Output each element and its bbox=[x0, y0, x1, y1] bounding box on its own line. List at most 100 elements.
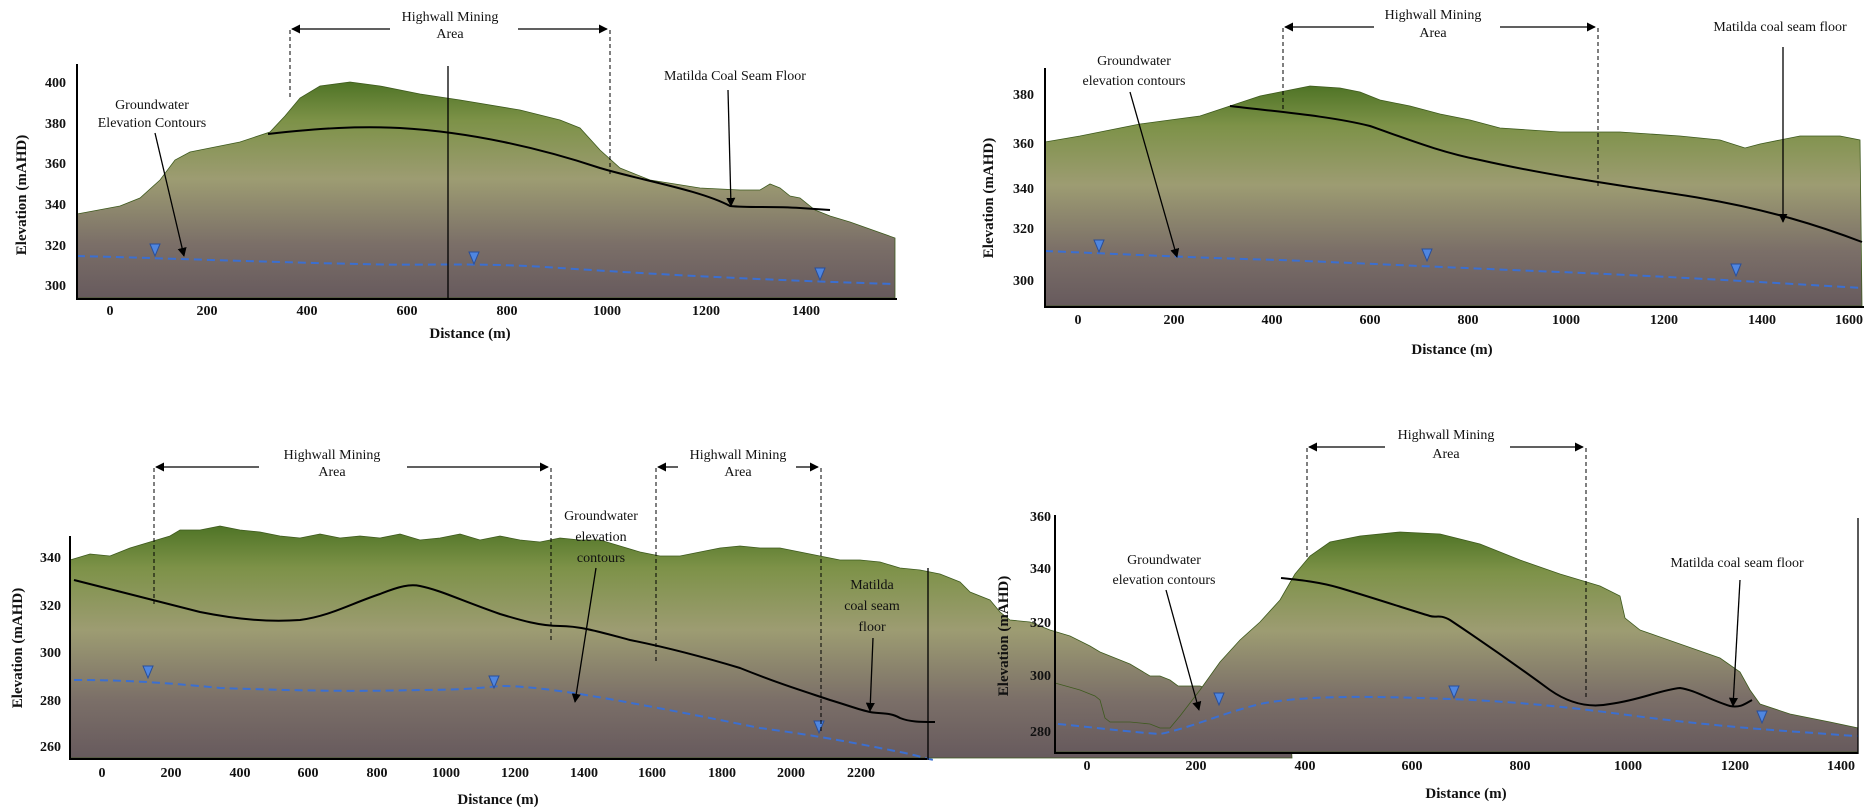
x-tick-label: 1600 bbox=[638, 766, 666, 781]
x-tick-label: 1600 bbox=[1835, 313, 1863, 328]
groundwater-contour bbox=[73, 679, 936, 761]
water-table-marker-icon bbox=[814, 267, 826, 282]
groundwater-label-line-1: Groundwater bbox=[1127, 553, 1201, 568]
highwall-label-line-2: Area bbox=[1432, 447, 1460, 462]
groundwater-label-line-2: elevation bbox=[575, 530, 626, 545]
seam-label-line-2: coal seam bbox=[844, 599, 900, 614]
x-tick-label: 400 bbox=[1262, 313, 1283, 328]
y-tick-label: 300 bbox=[1013, 274, 1034, 289]
water-table-marker-icon bbox=[142, 665, 154, 680]
x-ticks: 0 200 400 600 800 1000 1200 1400 1600 18… bbox=[99, 766, 876, 781]
x-tick-label: 400 bbox=[230, 766, 251, 781]
x-ticks: 0 200 400 600 800 1000 1200 1400 bbox=[1084, 759, 1856, 774]
x-tick-label: 200 bbox=[1164, 313, 1185, 328]
x-tick-label: 1200 bbox=[1650, 313, 1678, 328]
x-tick-label: 1400 bbox=[570, 766, 598, 781]
y-tick-label: 320 bbox=[1030, 616, 1051, 631]
seam-label-line-1: Matilda bbox=[850, 578, 894, 593]
seam-label: Matilda coal seam floor bbox=[1713, 20, 1847, 35]
y-axis-title: Elevation (mAHD) bbox=[996, 576, 1012, 696]
seam-label: Matilda coal seam floor bbox=[1670, 556, 1804, 571]
water-table-marker-icon bbox=[1756, 710, 1768, 725]
groundwater-contour bbox=[1044, 250, 1863, 289]
y-tick-label: 300 bbox=[40, 646, 61, 661]
y-ticks: 300 320 340 360 380 bbox=[1013, 88, 1034, 289]
y-tick-label: 340 bbox=[40, 551, 61, 566]
y-tick-label: 300 bbox=[1030, 669, 1051, 684]
water-table-marker-icon bbox=[1448, 685, 1460, 700]
y-tick-label: 360 bbox=[1030, 510, 1051, 525]
x-tick-label: 1200 bbox=[692, 304, 720, 319]
coal-seam-floor bbox=[73, 579, 936, 723]
terrain-body bbox=[1054, 531, 1859, 753]
x-tick-label: 800 bbox=[1458, 313, 1479, 328]
terrain-body bbox=[76, 81, 896, 299]
x-tick-label: 0 bbox=[1084, 759, 1091, 774]
y-tick-label: 320 bbox=[40, 599, 61, 614]
x-tick-label: 600 bbox=[1360, 313, 1381, 328]
seam-pointer bbox=[1728, 579, 1741, 707]
coal-seam-floor bbox=[1280, 577, 1753, 708]
x-tick-label: 1400 bbox=[1827, 759, 1855, 774]
water-table-marker-icon bbox=[1213, 692, 1225, 707]
y-tick-label: 300 bbox=[45, 279, 66, 294]
seam-pointer bbox=[726, 89, 736, 207]
water-table-marker-icon bbox=[1421, 248, 1433, 263]
water-table-marker-icon bbox=[468, 251, 480, 266]
terrain-body bbox=[1044, 85, 1863, 307]
y-tick-label: 320 bbox=[1013, 222, 1034, 237]
x-tick-label: 1800 bbox=[708, 766, 736, 781]
y-tick-label: 380 bbox=[1013, 88, 1034, 103]
seam-label: Matilda Coal Seam Floor bbox=[664, 69, 806, 84]
groundwater-label-line-1: Groundwater bbox=[1097, 54, 1171, 69]
x-tick-label: 1200 bbox=[501, 766, 529, 781]
x-tick-label: 1000 bbox=[593, 304, 621, 319]
y-axis-title: Elevation (mAHD) bbox=[14, 135, 30, 255]
y-tick-label: 260 bbox=[40, 740, 61, 755]
x-axis-title: Distance (m) bbox=[1425, 786, 1506, 802]
x-tick-label: 0 bbox=[99, 766, 106, 781]
x-tick-label: 600 bbox=[298, 766, 319, 781]
water-table-marker-icon bbox=[149, 243, 161, 258]
groundwater-label-line-2: Elevation Contours bbox=[98, 116, 207, 131]
x-tick-label: 800 bbox=[367, 766, 388, 781]
y-tick-label: 280 bbox=[40, 694, 61, 709]
y-tick-label: 320 bbox=[45, 239, 66, 254]
x-axis-title: Distance (m) bbox=[457, 792, 538, 808]
x-tick-label: 200 bbox=[1186, 759, 1207, 774]
x-tick-label: 1000 bbox=[1552, 313, 1580, 328]
groundwater-contour bbox=[76, 255, 896, 285]
y-tick-label: 380 bbox=[45, 117, 66, 132]
groundwater-label-line-2: elevation contours bbox=[1082, 74, 1185, 89]
x-tick-label: 1000 bbox=[432, 766, 460, 781]
water-table-marker-icon bbox=[1730, 263, 1742, 278]
panel-a: Highwall Mining Area Groundwater Elevati… bbox=[14, 10, 897, 342]
x-ticks: 0 200 400 600 800 1000 1200 1400 bbox=[107, 304, 821, 319]
x-axis-title: Distance (m) bbox=[1411, 342, 1492, 358]
groundwater-label-line-2: elevation contours bbox=[1112, 573, 1215, 588]
panel-c: Highwall Mining Area Highwall Mining Are… bbox=[10, 448, 1293, 808]
panel-b: Highwall Mining Area Groundwater elevati… bbox=[981, 8, 1864, 358]
y-tick-label: 400 bbox=[45, 76, 66, 91]
groundwater-pointer bbox=[1129, 91, 1180, 258]
highwall-1-label-line-2: Area bbox=[318, 465, 346, 480]
highwall-label-line-2: Area bbox=[436, 27, 464, 42]
x-tick-label: 600 bbox=[1402, 759, 1423, 774]
x-tick-label: 1400 bbox=[1748, 313, 1776, 328]
panel-d: Highwall Mining Area Groundwater elevati… bbox=[996, 428, 1859, 802]
x-tick-label: 400 bbox=[1295, 759, 1316, 774]
x-tick-label: 2000 bbox=[777, 766, 805, 781]
x-axis-title: Distance (m) bbox=[429, 326, 510, 342]
coal-seam-floor bbox=[267, 126, 831, 211]
groundwater-pointer bbox=[1165, 589, 1202, 711]
x-tick-label: 1400 bbox=[792, 304, 820, 319]
x-tick-label: 200 bbox=[197, 304, 218, 319]
water-table-marker-icon bbox=[488, 675, 500, 690]
y-tick-label: 360 bbox=[45, 157, 66, 172]
highwall-2-label-line-1: Highwall Mining bbox=[690, 448, 787, 463]
groundwater-pointer bbox=[154, 132, 187, 257]
y-tick-label: 340 bbox=[45, 198, 66, 213]
x-tick-label: 600 bbox=[397, 304, 418, 319]
x-tick-label: 200 bbox=[161, 766, 182, 781]
highwall-label-line-1: Highwall Mining bbox=[1385, 8, 1482, 23]
